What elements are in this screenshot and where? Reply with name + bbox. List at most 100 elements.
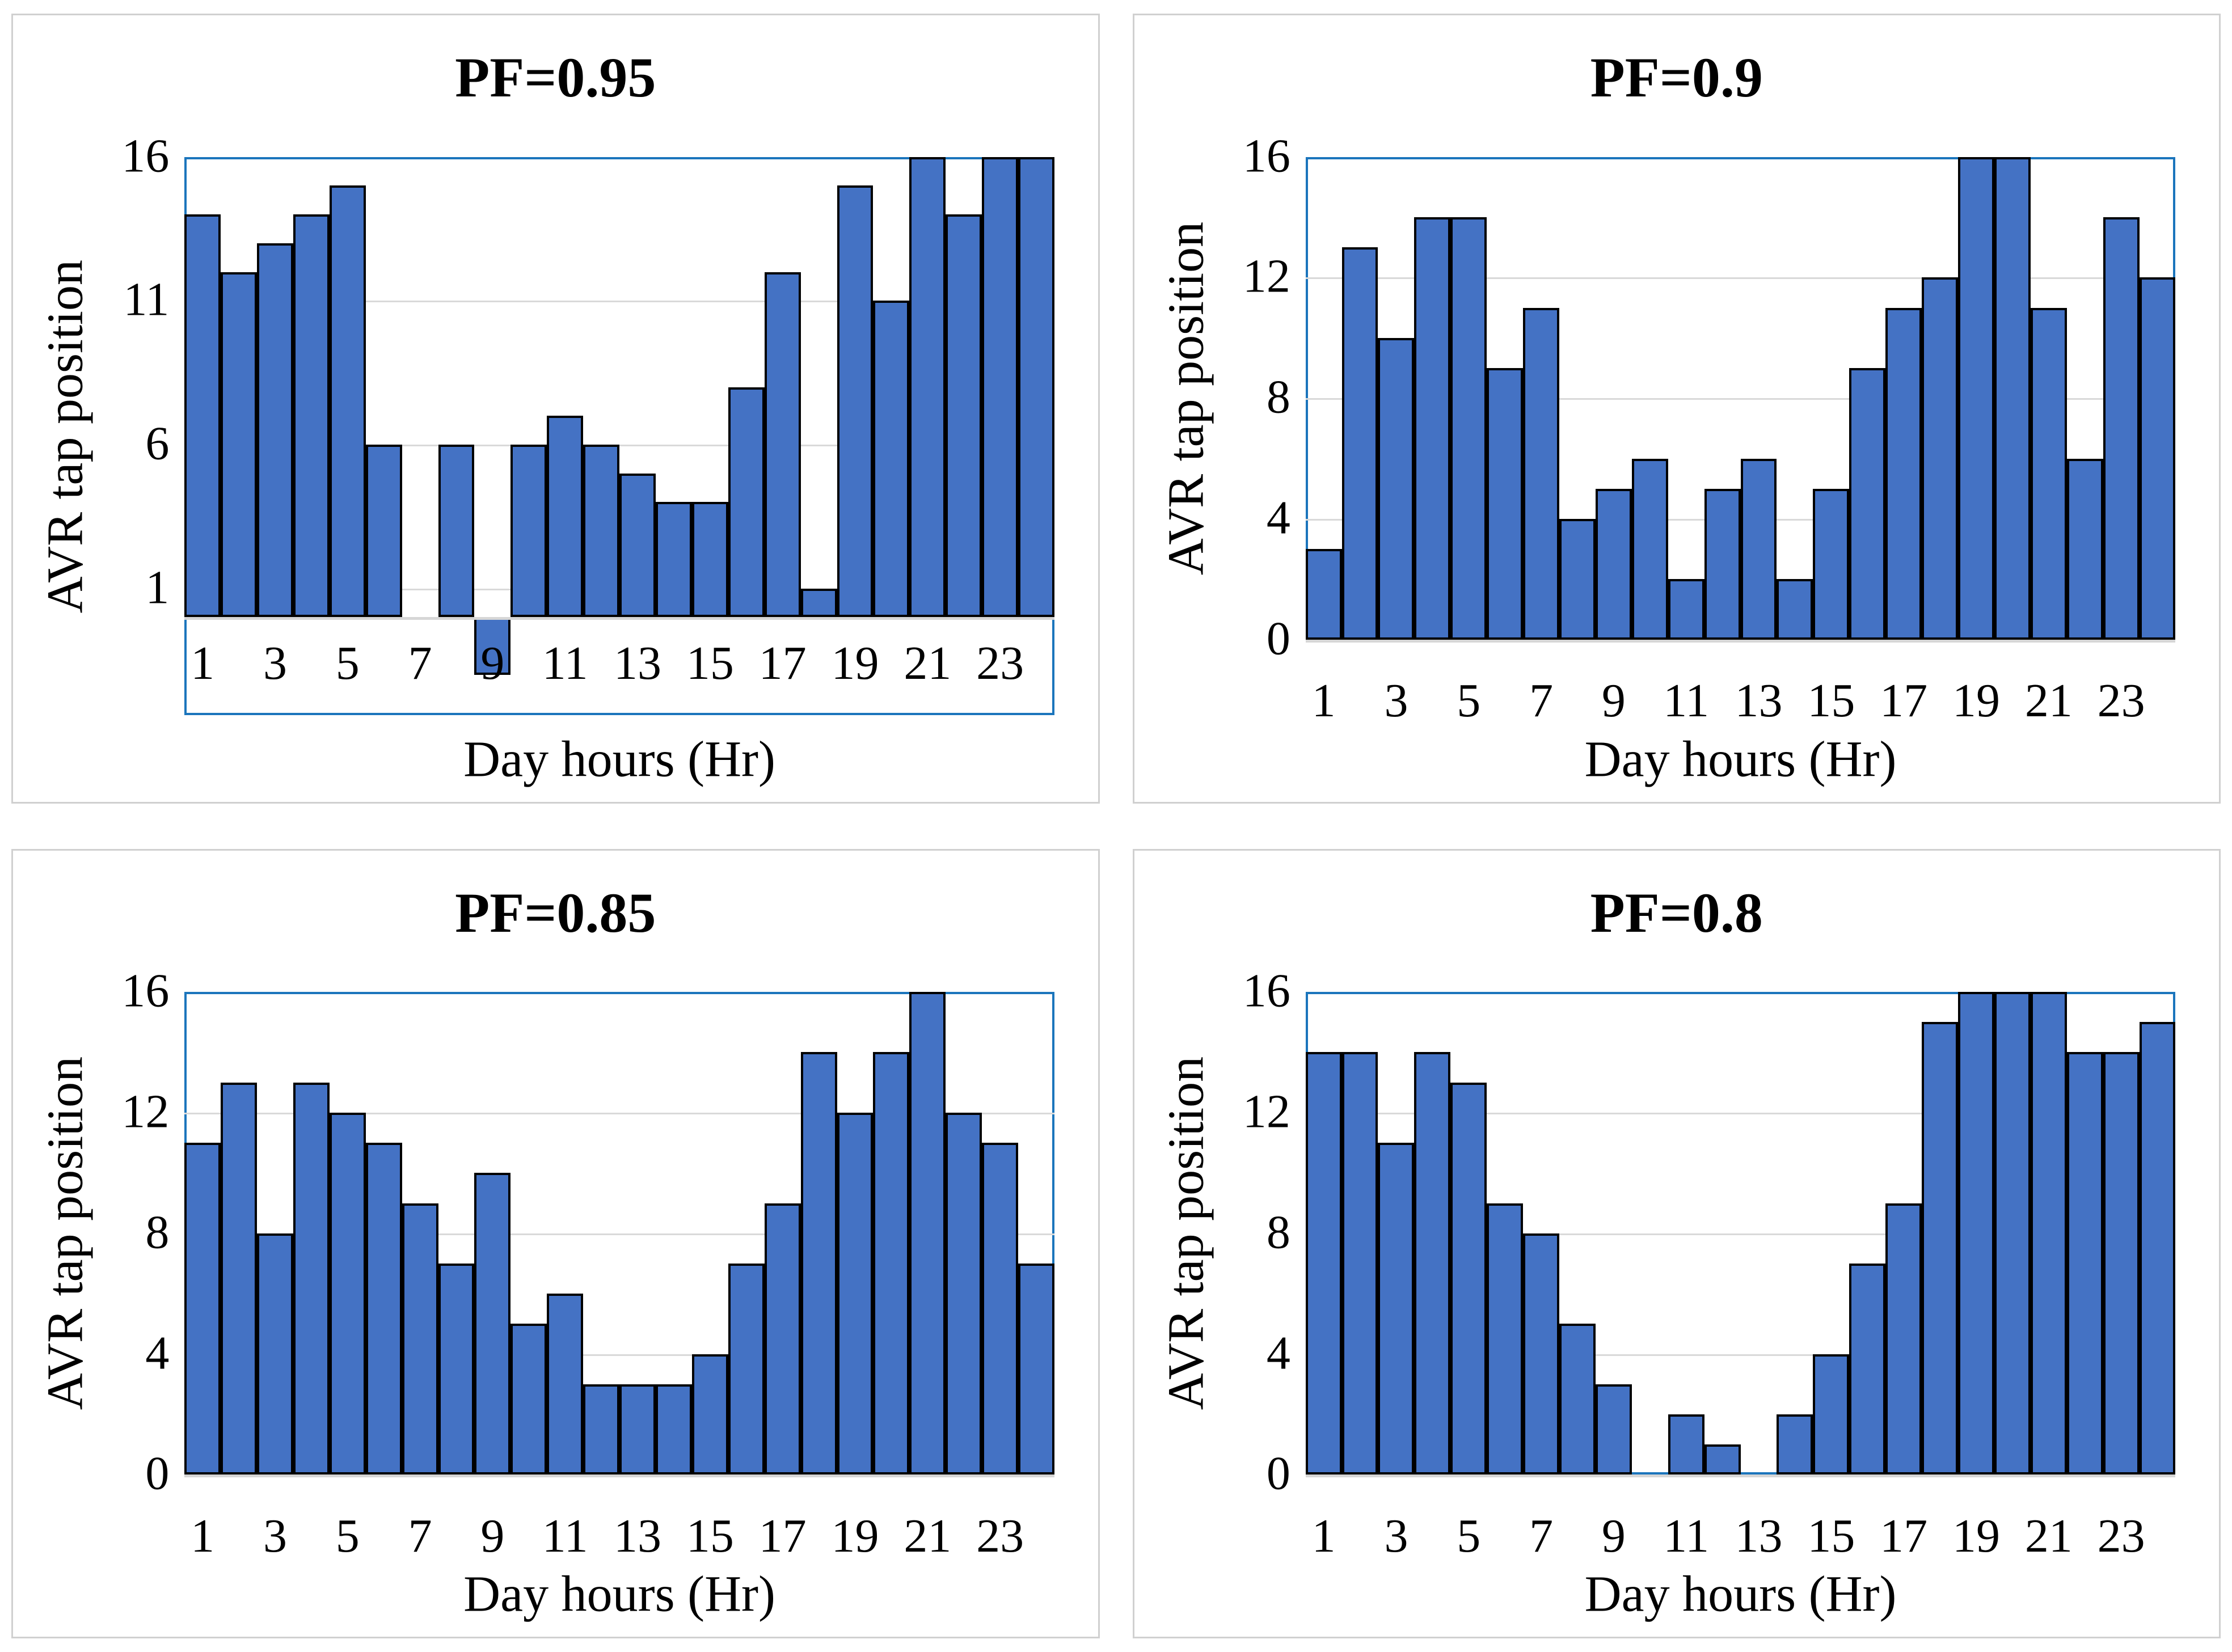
y-axis-title: AVR tap position: [37, 1057, 94, 1410]
y-tick-label: 12: [121, 1085, 170, 1138]
bar-hour-5: [329, 185, 366, 618]
bar-hour-1: [1305, 549, 1342, 640]
x-tick-label: 5: [1457, 1509, 1481, 1562]
bar-hour-13: [619, 473, 656, 618]
bar-hour-10: [510, 445, 547, 618]
bar-hour-14: [1777, 579, 1813, 640]
bar-hour-4: [1414, 217, 1451, 640]
chart-plot-pf-085: 0 4 8 12 16 1 3 5 7 9 11 13 15 17 19 21 23 AVR tap positi…: [13, 851, 1098, 1637]
bar-hour-18: [800, 1052, 837, 1475]
bar-hour-8: [1559, 1324, 1596, 1475]
x-tick-label: 1: [1311, 674, 1336, 728]
chart-plot-pf-09: 0 4 8 12 16 1 3 5 7 9 11 13 15 17 19 21 23 AVR tap positi…: [1134, 15, 2220, 802]
bar-hour-12: [583, 1384, 620, 1475]
bar-hour-24: [1018, 1263, 1054, 1475]
gridline: [1305, 1354, 2176, 1356]
chart-card-pf-085: PF=0.85 0 4 8 12 16 1 3 5 7 9 11 13 15 17 19 21 23 AVR ta…: [11, 848, 1100, 1638]
bar-hour-4: [293, 1082, 330, 1475]
bar-hour-24: [2139, 277, 2176, 640]
x-axis-line: [184, 1474, 1054, 1478]
bar-hour-9: [474, 1173, 511, 1475]
x-tick-label: 17: [758, 1509, 807, 1562]
bar-hour-22: [2066, 458, 2103, 640]
bar-hour-3: [1378, 337, 1415, 640]
bar-hour-3: [256, 1233, 293, 1475]
bar-hour-2: [221, 272, 257, 618]
y-axis-title: AVR tap position: [1158, 221, 1214, 575]
y-axis-title: AVR tap position: [37, 259, 94, 613]
bar-hour-12: [1704, 1444, 1741, 1475]
x-tick-label: 11: [1663, 674, 1710, 728]
y-tick-label: 12: [1242, 1085, 1290, 1138]
bar-hour-15: [691, 1354, 728, 1475]
x-tick-label: 19: [1952, 674, 2000, 728]
bar-hour-22: [2066, 1052, 2103, 1475]
bar-hour-6: [365, 1143, 402, 1475]
chart-plot-pf-08: 0 4 8 12 16 1 3 5 7 9 11 13 15 17 19 21 23 AVR tap positi…: [1134, 851, 2220, 1637]
bar-hour-12: [1704, 488, 1741, 640]
x-tick-label: 19: [831, 636, 879, 690]
x-tick-label: 3: [1384, 1509, 1408, 1562]
bar-hour-6: [365, 445, 402, 618]
x-tick-label: 7: [1529, 1509, 1554, 1562]
bar-hour-11: [547, 1294, 584, 1475]
x-tick-label: 23: [976, 1509, 1024, 1562]
bar-hour-1: [184, 214, 221, 618]
x-tick-label: 15: [686, 1509, 734, 1562]
chart-title-pf-08: PF=0.8: [1590, 881, 1763, 944]
bar-hour-8: [438, 1263, 475, 1475]
bar-hour-4: [1414, 1052, 1451, 1475]
bar-hour-10: [510, 1324, 547, 1475]
y-tick-label: 8: [1266, 1206, 1290, 1259]
gridline: [184, 1354, 1054, 1356]
y-tick-label: 0: [1266, 612, 1290, 665]
bar-hour-24: [2139, 1022, 2176, 1475]
y-tick-label: 11: [123, 273, 170, 326]
y-axis-title: AVR tap position: [1158, 1057, 1214, 1410]
x-tick-label: 3: [263, 636, 287, 690]
bar-hour-20: [1994, 992, 2031, 1475]
x-tick-label: 21: [904, 636, 952, 690]
chart-title-pf-09: PF=0.9: [1590, 46, 1763, 109]
gridline: [184, 1112, 1054, 1114]
bar-hour-20: [873, 301, 910, 618]
bar-hour-9: [1595, 1384, 1632, 1475]
bar-hour-15: [1813, 1354, 1850, 1475]
x-tick-label: 19: [831, 1509, 879, 1562]
bar-hour-23: [2103, 217, 2140, 640]
y-tick-label: 1: [145, 561, 170, 614]
x-tick-label: 13: [614, 1509, 662, 1562]
y-tick-label: 0: [145, 1447, 170, 1500]
x-tick-label: 19: [1952, 1509, 2000, 1562]
bar-hour-5: [1450, 217, 1487, 640]
gridline: [184, 1233, 1054, 1235]
bar-hour-16: [1849, 1263, 1886, 1475]
bar-hour-6: [1487, 1203, 1524, 1475]
x-tick-label: 23: [2097, 674, 2145, 728]
bar-hour-15: [691, 502, 728, 618]
bar-hour-21: [909, 157, 946, 618]
bar-hour-8: [438, 445, 475, 618]
x-tick-label: 5: [1457, 674, 1481, 728]
x-tick-label: 21: [2024, 1509, 2073, 1562]
x-tick-label: 3: [1384, 674, 1408, 728]
x-tick-label: 13: [614, 636, 662, 690]
x-tick-label: 9: [480, 636, 505, 690]
chart-plot-pf-095: 1 6 11 16 1 3 5 7 9 11 13 15 17 19 21 23 AVR tap positio…: [13, 15, 1098, 802]
bar-hour-3: [256, 243, 293, 618]
bar-hour-5: [1450, 1082, 1487, 1475]
bar-hour-7: [1523, 1233, 1560, 1475]
bar-hour-18: [800, 588, 837, 618]
x-axis-title: Day hours (Hr): [463, 731, 775, 788]
bar-hour-19: [837, 185, 874, 618]
bar-hour-9: [1595, 488, 1632, 640]
y-tick-label: 8: [1266, 370, 1290, 424]
y-tick-label: 12: [1242, 250, 1290, 303]
bar-hour-23: [2103, 1052, 2140, 1475]
bar-hour-21: [909, 992, 946, 1475]
bar-hour-19: [837, 1112, 874, 1475]
x-axis-line: [184, 617, 1054, 620]
bar-hour-20: [873, 1052, 910, 1475]
bar-hour-1: [184, 1143, 221, 1475]
x-tick-label: 9: [1601, 674, 1626, 728]
